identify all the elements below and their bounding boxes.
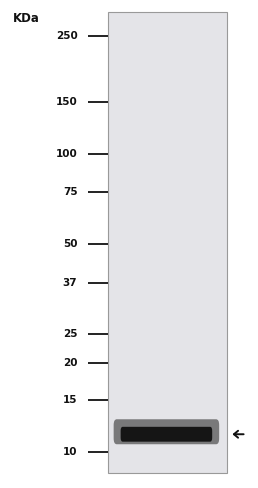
Text: 37: 37 <box>63 278 77 288</box>
Text: 20: 20 <box>63 358 77 367</box>
Text: 100: 100 <box>56 149 77 160</box>
Text: 50: 50 <box>63 239 77 249</box>
Text: 75: 75 <box>63 186 77 197</box>
Text: 25: 25 <box>63 329 77 339</box>
Text: 10: 10 <box>63 447 77 457</box>
Text: 15: 15 <box>63 395 77 405</box>
FancyBboxPatch shape <box>114 419 219 444</box>
Text: 150: 150 <box>56 97 77 107</box>
Text: KDa: KDa <box>13 12 40 25</box>
FancyBboxPatch shape <box>108 12 227 473</box>
Text: 250: 250 <box>56 31 77 41</box>
FancyBboxPatch shape <box>121 427 212 442</box>
